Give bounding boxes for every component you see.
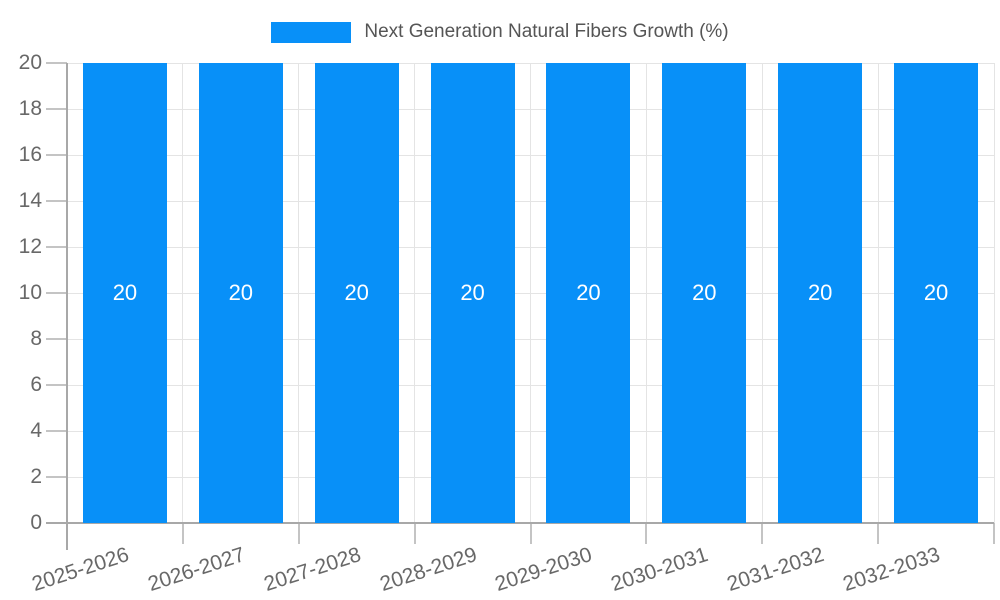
y-axis-tick-label: 16 bbox=[18, 143, 42, 166]
y-tick bbox=[46, 292, 67, 294]
x-gridline bbox=[530, 63, 531, 523]
legend-swatch bbox=[271, 21, 352, 43]
y-tick bbox=[46, 476, 67, 478]
y-axis-tick-label: 4 bbox=[30, 419, 42, 442]
y-axis-tick-label: 10 bbox=[18, 281, 42, 304]
bar: 20 bbox=[546, 63, 631, 523]
bar-value-label: 20 bbox=[923, 280, 949, 305]
x-gridline bbox=[645, 63, 647, 523]
x-gridline bbox=[414, 63, 416, 523]
bar-value-label: 20 bbox=[228, 280, 254, 305]
y-tick bbox=[46, 200, 67, 202]
legend-label: Next Generation Natural Fibers Growth (%… bbox=[364, 21, 729, 42]
x-axis-line bbox=[46, 522, 994, 524]
y-axis-tick-label: 18 bbox=[18, 97, 42, 120]
y-axis-tick-label: 8 bbox=[30, 327, 42, 350]
bar-value-label: 20 bbox=[692, 280, 717, 305]
x-gridline bbox=[993, 63, 995, 523]
bar: 20 bbox=[778, 63, 863, 523]
x-tick bbox=[413, 523, 416, 544]
x-gridline bbox=[877, 63, 879, 523]
y-tick bbox=[46, 108, 67, 110]
x-gridline bbox=[182, 63, 184, 523]
x-tick bbox=[645, 523, 648, 544]
legend: Next Generation Natural Fibers Growth (%… bbox=[0, 16, 1000, 48]
bar-value-label: 20 bbox=[807, 280, 833, 305]
bar: 20 bbox=[82, 63, 167, 523]
y-tick bbox=[46, 246, 67, 248]
y-axis-tick-label: 14 bbox=[18, 189, 42, 212]
x-tick bbox=[181, 523, 184, 544]
x-tick bbox=[529, 523, 532, 544]
x-gridline bbox=[298, 63, 300, 523]
y-tick bbox=[46, 154, 67, 156]
y-tick bbox=[46, 62, 67, 64]
x-tick bbox=[877, 523, 880, 544]
bar-value-label: 20 bbox=[112, 280, 138, 305]
bar-value-label: 20 bbox=[460, 280, 485, 305]
y-axis-tick-label: 2 bbox=[30, 465, 42, 488]
bar: 20 bbox=[430, 63, 515, 523]
bar: 20 bbox=[198, 63, 283, 523]
x-tick bbox=[993, 523, 995, 544]
y-axis-tick-label: 20 bbox=[18, 51, 42, 74]
bar-value-label: 20 bbox=[576, 280, 601, 305]
x-tick bbox=[761, 523, 764, 544]
y-tick bbox=[46, 430, 67, 432]
y-axis-line bbox=[66, 63, 68, 550]
y-tick bbox=[46, 384, 67, 386]
y-axis-tick-label: 6 bbox=[30, 373, 42, 396]
y-axis-tick-label: 12 bbox=[18, 235, 42, 258]
bar: 20 bbox=[894, 63, 979, 523]
x-tick bbox=[297, 523, 300, 544]
bar: 20 bbox=[662, 63, 747, 523]
y-tick bbox=[46, 338, 67, 340]
bar: 20 bbox=[314, 63, 399, 523]
bar-value-label: 20 bbox=[344, 280, 369, 305]
x-gridline bbox=[761, 63, 763, 523]
y-axis-tick-label: 0 bbox=[30, 511, 42, 534]
